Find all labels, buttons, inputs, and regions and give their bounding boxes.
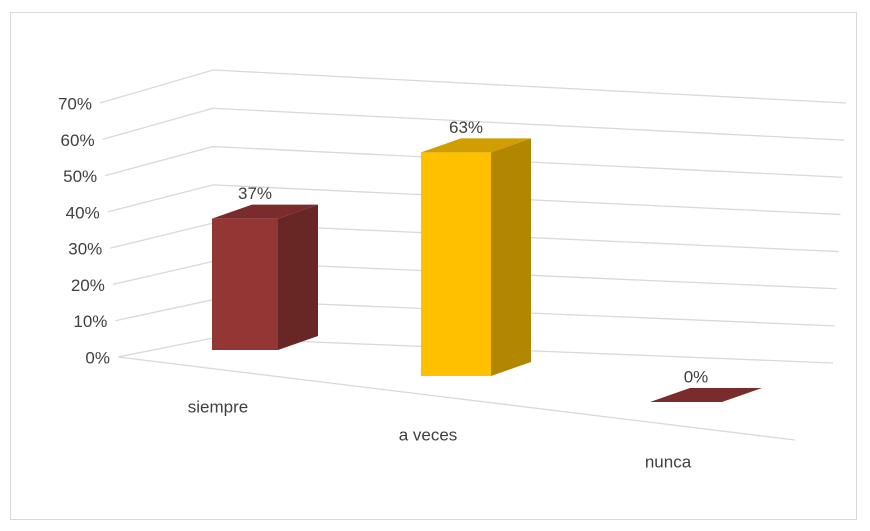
- bar-top: [421, 138, 531, 153]
- floor-edge: [117, 356, 796, 441]
- bar-top: [212, 204, 318, 219]
- bar: [421, 152, 491, 376]
- x-tick-label: siempre: [188, 397, 248, 416]
- y-tick-label: 70%: [58, 94, 92, 113]
- grid-line: [102, 107, 845, 141]
- y-tick-label: 60%: [61, 131, 95, 150]
- value-label: 0%: [684, 367, 709, 386]
- value-label: 63%: [449, 118, 483, 137]
- bar: [212, 218, 278, 350]
- value-label: 37%: [238, 184, 272, 203]
- y-tick-label: 40%: [66, 203, 100, 222]
- x-tick-label: nunca: [645, 452, 692, 471]
- y-tick-label: 0%: [85, 348, 110, 367]
- y-tick-label: 50%: [63, 167, 97, 186]
- grid-line: [107, 184, 841, 216]
- grid-line: [99, 69, 847, 104]
- bar-top: [650, 388, 762, 402]
- y-tick-label: 30%: [68, 240, 102, 259]
- x-tick-label: a veces: [399, 425, 458, 444]
- bar-side: [491, 138, 531, 376]
- y-tick-label: 10%: [73, 312, 107, 331]
- bar-side: [278, 204, 318, 350]
- grid-line: [104, 145, 843, 178]
- y-tick-label: 20%: [71, 276, 105, 295]
